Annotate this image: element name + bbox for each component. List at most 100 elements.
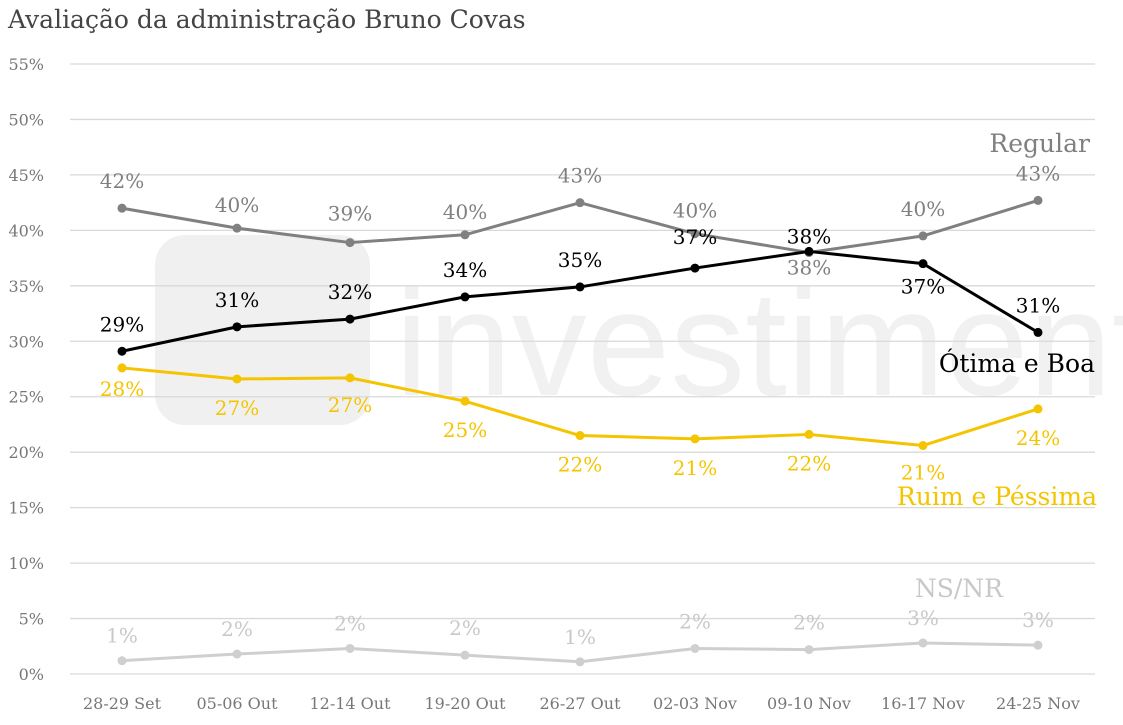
data-point bbox=[345, 373, 355, 383]
x-tick-label: 09-10 Nov bbox=[767, 694, 851, 713]
y-tick-label: 30% bbox=[8, 332, 44, 351]
series--tima-e-boa: 29% 31% 32% 34% 35% 37% 38% 37% 31% Ótima e Boa bbox=[100, 224, 1095, 378]
data-label: 3% bbox=[1022, 608, 1054, 632]
data-label: 40% bbox=[673, 199, 717, 223]
data-label: 21% bbox=[673, 456, 717, 480]
data-label: 34% bbox=[443, 258, 487, 282]
x-tick-label: 26-27 Out bbox=[539, 694, 621, 713]
x-tick-label: 12-14 Out bbox=[309, 694, 391, 713]
data-label: 2% bbox=[679, 609, 711, 633]
data-label: 40% bbox=[443, 200, 487, 224]
data-label: 2% bbox=[793, 611, 825, 635]
series-ns-nr: 1% 2% 2% 2% 1% 2% 2% 3% 3% NS/NR bbox=[106, 574, 1054, 667]
data-point bbox=[690, 229, 700, 239]
data-point bbox=[690, 643, 700, 653]
series-regular: 42% 40% 39% 40% 43% 40% 38% 40% 43% Regular bbox=[100, 129, 1090, 280]
data-label: 22% bbox=[787, 451, 831, 475]
data-label: 40% bbox=[901, 197, 945, 221]
data-label: 37% bbox=[901, 275, 945, 299]
data-point bbox=[804, 429, 814, 439]
data-point bbox=[232, 322, 242, 332]
data-point bbox=[1033, 404, 1043, 414]
data-label: 27% bbox=[215, 396, 259, 420]
y-tick-label: 15% bbox=[8, 499, 44, 518]
data-point bbox=[690, 434, 700, 444]
data-label: 3% bbox=[907, 606, 939, 630]
data-point bbox=[345, 643, 355, 653]
series-name-label: Regular bbox=[989, 129, 1090, 158]
data-point bbox=[460, 650, 470, 660]
data-label: 43% bbox=[558, 164, 602, 188]
data-label: 27% bbox=[328, 393, 372, 417]
data-point bbox=[575, 282, 585, 292]
data-label: 32% bbox=[328, 280, 372, 304]
x-tick-label: 05-06 Out bbox=[196, 694, 278, 713]
data-point bbox=[918, 231, 928, 241]
data-label: 24% bbox=[1016, 426, 1060, 450]
data-point bbox=[117, 346, 127, 356]
data-point bbox=[232, 374, 242, 384]
data-point bbox=[232, 223, 242, 233]
series-name-label: Ruim e Péssima bbox=[897, 482, 1097, 511]
y-tick-label: 10% bbox=[8, 554, 44, 573]
y-tick-label: 25% bbox=[8, 388, 44, 407]
data-point bbox=[690, 263, 700, 273]
data-label: 37% bbox=[673, 225, 717, 249]
data-label: 2% bbox=[449, 616, 481, 640]
y-tick-label: 55% bbox=[8, 55, 44, 74]
data-label: 2% bbox=[334, 611, 366, 635]
y-tick-label: 50% bbox=[8, 110, 44, 129]
data-point bbox=[918, 259, 928, 269]
data-label: 38% bbox=[787, 224, 831, 248]
data-point bbox=[575, 198, 585, 208]
data-point bbox=[117, 203, 127, 213]
data-label: 39% bbox=[328, 202, 372, 226]
series-name-label: Ótima e Boa bbox=[939, 349, 1095, 378]
data-label: 29% bbox=[100, 312, 144, 336]
data-point bbox=[1033, 327, 1043, 337]
chart-title: Avaliação da administração Bruno Covas bbox=[7, 5, 526, 34]
data-label: 22% bbox=[558, 453, 602, 477]
x-tick-label: 16-17 Nov bbox=[881, 694, 965, 713]
y-tick-label: 45% bbox=[8, 166, 44, 185]
data-point bbox=[232, 649, 242, 659]
x-tick-label: 02-03 Nov bbox=[653, 694, 737, 713]
data-point bbox=[460, 396, 470, 406]
data-point bbox=[1033, 195, 1043, 205]
watermark-logo: investimentos bbox=[155, 235, 1123, 427]
y-tick-label: 35% bbox=[8, 277, 44, 296]
data-point bbox=[345, 314, 355, 324]
x-tick-label: 24-25 Nov bbox=[996, 694, 1080, 713]
y-tick-label: 20% bbox=[8, 443, 44, 462]
data-label: 31% bbox=[1016, 293, 1060, 317]
data-label: 38% bbox=[787, 256, 831, 280]
data-point bbox=[918, 638, 928, 648]
data-label: 40% bbox=[215, 193, 259, 217]
data-point bbox=[460, 292, 470, 302]
series-ruim-e-p-ssima: 28% 27% 27% 25% 22% 21% 22% 21% 24% Ruim e Péssim… bbox=[100, 363, 1097, 511]
data-point bbox=[575, 431, 585, 441]
x-tick-label: 28-29 Set bbox=[83, 694, 162, 713]
data-label: 1% bbox=[106, 624, 138, 648]
data-point bbox=[918, 441, 928, 451]
data-label: 2% bbox=[221, 617, 253, 641]
data-label: 1% bbox=[564, 625, 596, 649]
data-label: 35% bbox=[558, 248, 602, 272]
data-label: 25% bbox=[443, 418, 487, 442]
data-point bbox=[117, 363, 127, 373]
data-point bbox=[804, 645, 814, 655]
data-point bbox=[117, 656, 127, 666]
data-label: 42% bbox=[100, 169, 144, 193]
data-point bbox=[804, 246, 814, 256]
data-point bbox=[460, 230, 470, 240]
data-label: 43% bbox=[1016, 161, 1060, 185]
y-tick-label: 5% bbox=[19, 610, 44, 629]
svg-text:investimentos: investimentos bbox=[395, 259, 1123, 427]
series-name-label: NS/NR bbox=[915, 574, 1004, 603]
data-point bbox=[345, 238, 355, 248]
x-tick-label: 19-20 Out bbox=[424, 694, 506, 713]
y-tick-label: 40% bbox=[8, 221, 44, 240]
data-point bbox=[575, 657, 585, 667]
y-tick-label: 0% bbox=[19, 665, 44, 684]
